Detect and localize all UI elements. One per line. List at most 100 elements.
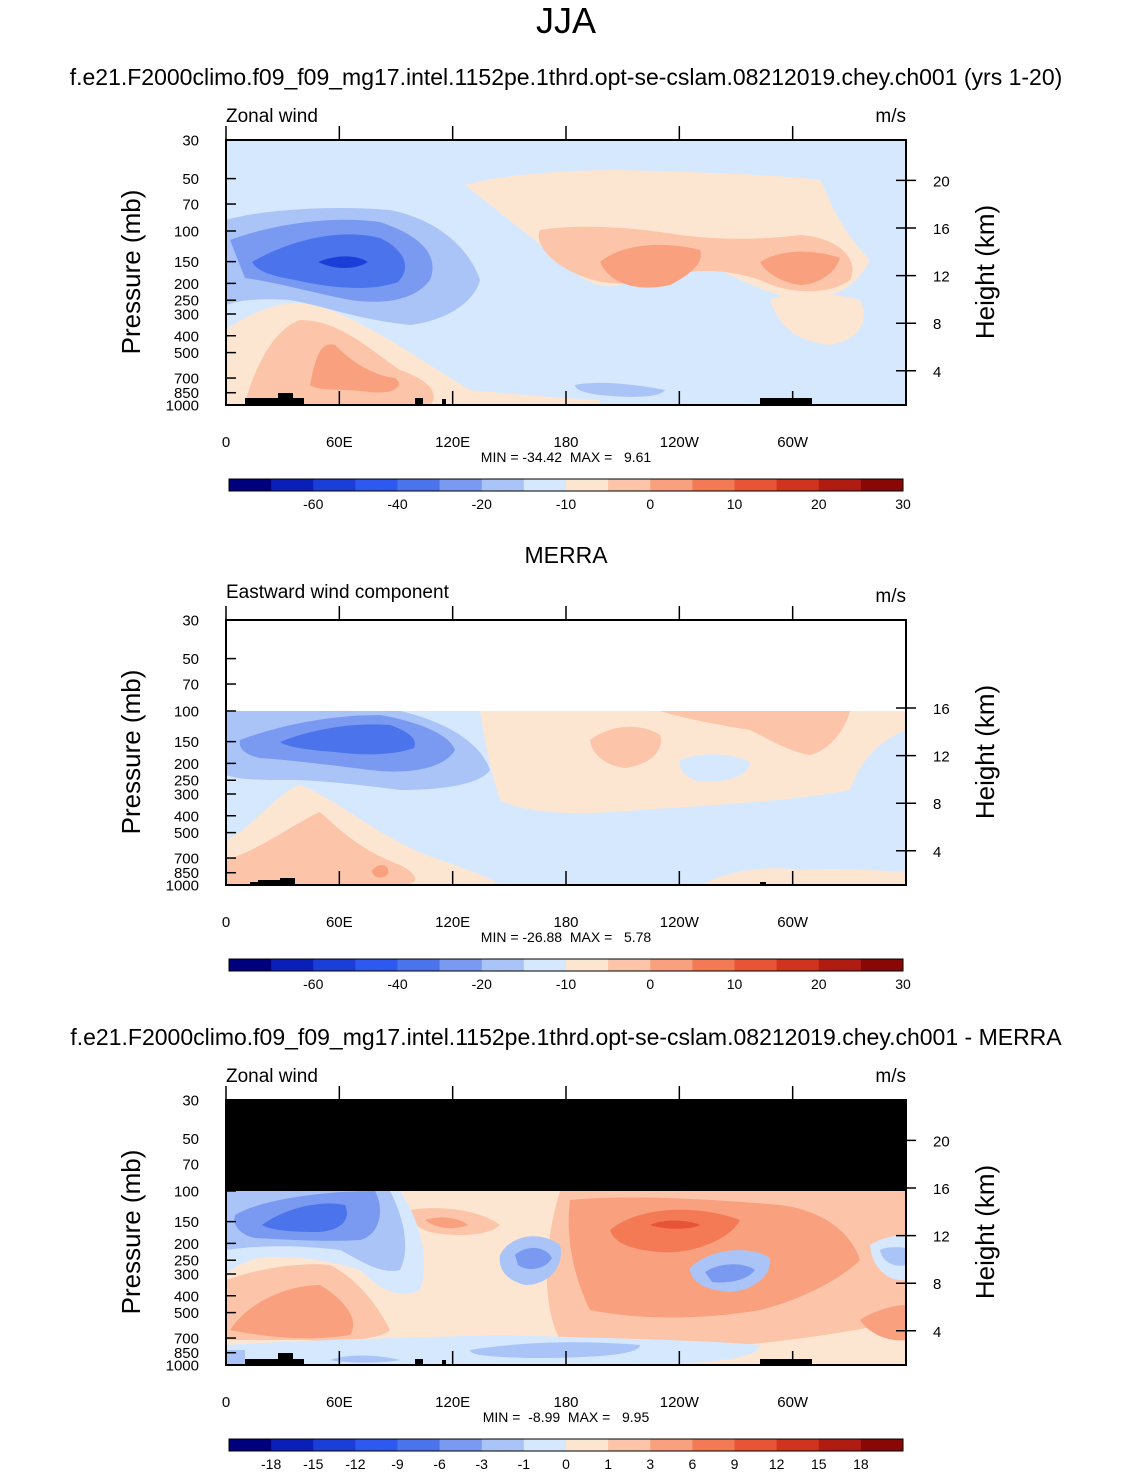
stats-label: MIN = -8.99 MAX = 9.95 xyxy=(483,1409,650,1425)
y-tick-label: 30 xyxy=(182,1093,199,1110)
y-tick-label: 30 xyxy=(182,133,199,150)
stats-label: MIN = -26.88 MAX = 5.78 xyxy=(481,929,652,945)
colorbar-swatch xyxy=(818,1439,862,1451)
y-axis-label: Pressure (mb) xyxy=(116,1150,146,1315)
x-tick-label: 120W xyxy=(660,434,700,451)
y-right-tick-label: 4 xyxy=(933,364,941,381)
y-axis-right-label: Height (km) xyxy=(970,205,1000,339)
y-tick-label: 700 xyxy=(174,1331,199,1348)
colorbar-swatch xyxy=(608,1439,651,1451)
colorbar-swatch xyxy=(229,959,272,971)
y-tick-label: 250 xyxy=(174,1253,199,1270)
contour-field xyxy=(226,620,906,885)
colorbar-swatch xyxy=(776,959,820,971)
colorbar-swatch xyxy=(608,479,651,491)
y-right-tick-label: 16 xyxy=(933,221,950,238)
units-label: m/s xyxy=(875,586,906,607)
colorbar-swatch xyxy=(734,1439,778,1451)
colorbar-label: -18 xyxy=(261,1456,281,1472)
x-tick-label: 180 xyxy=(553,914,578,931)
y-tick-label: 150 xyxy=(174,734,199,751)
colorbar-swatch xyxy=(566,959,609,971)
x-tick-label: 0 xyxy=(222,434,230,451)
colorbar-label: 9 xyxy=(731,1456,739,1472)
y-tick-label: 150 xyxy=(174,1214,199,1231)
colorbar-label: -6 xyxy=(433,1456,446,1472)
colorbar-label: -12 xyxy=(345,1456,365,1472)
y-right-tick-label: 20 xyxy=(933,173,950,190)
y-tick-label: 850 xyxy=(174,1345,199,1362)
y-tick-label: 1000 xyxy=(166,878,199,895)
colorbar-swatch xyxy=(692,959,735,971)
colorbar-swatch xyxy=(523,1439,567,1451)
y-axis-right-label: Height (km) xyxy=(970,1165,1000,1299)
colorbar-swatch xyxy=(734,959,778,971)
x-tick-label: 0 xyxy=(222,1394,230,1411)
colorbar-swatch xyxy=(355,1439,398,1451)
y-right-tick-label: 8 xyxy=(933,796,941,813)
x-tick-label: 120W xyxy=(660,914,700,931)
x-tick-label: 0 xyxy=(222,914,230,931)
x-tick-label: 120W xyxy=(660,1394,700,1411)
colorbar-label: -60 xyxy=(303,496,323,512)
panel-difference: f.e21.F2000climo.f09_f09_mg17.intel.1152… xyxy=(70,1024,1062,1472)
colorbar-swatch xyxy=(355,959,398,971)
x-tick-label: 180 xyxy=(553,434,578,451)
y-tick-label: 400 xyxy=(174,328,199,345)
colorbar-swatch xyxy=(776,1439,820,1451)
y-tick-label: 700 xyxy=(174,371,199,388)
x-tick-label: 60E xyxy=(326,1394,353,1411)
y-tick-label: 70 xyxy=(182,1157,199,1174)
x-tick-label: 120E xyxy=(435,434,470,451)
y-tick-label: 1000 xyxy=(166,398,199,415)
y-tick-label: 250 xyxy=(174,773,199,790)
colorbar-swatch xyxy=(439,959,483,971)
colorbar-label: 1 xyxy=(604,1456,612,1472)
y-axis-label: Pressure (mb) xyxy=(116,670,146,835)
y-axis-label: Pressure (mb) xyxy=(116,190,146,355)
y-tick-label: 500 xyxy=(174,825,199,842)
colorbar-label: 12 xyxy=(769,1456,785,1472)
colorbar-swatch xyxy=(818,479,862,491)
y-tick-label: 50 xyxy=(182,171,199,188)
y-right-tick-label: 8 xyxy=(933,316,941,333)
units-label: m/s xyxy=(875,1066,906,1087)
colorbar-label: -60 xyxy=(303,976,323,992)
y-tick-label: 400 xyxy=(174,1288,199,1305)
panel-title: MERRA xyxy=(524,542,608,568)
colorbar-swatch xyxy=(229,479,272,491)
y-tick-label: 400 xyxy=(174,808,199,825)
colorbar-label: 3 xyxy=(646,1456,654,1472)
colorbar-swatch xyxy=(566,479,609,491)
y-tick-label: 100 xyxy=(174,223,199,240)
colorbar-label: 0 xyxy=(646,496,654,512)
x-axis: 0 60E 120E 180 120W 60W xyxy=(222,126,809,451)
colorbar-swatch xyxy=(692,1439,735,1451)
x-axis: 0 60E 120E 180 120W 60W xyxy=(222,1086,809,1411)
y-right-tick-label: 16 xyxy=(933,701,950,718)
colorbar-frame xyxy=(228,958,904,972)
colorbar-label: 18 xyxy=(853,1456,869,1472)
colorbar-label: -40 xyxy=(387,976,407,992)
colorbar-swatch xyxy=(229,1439,272,1451)
x-tick-label: 180 xyxy=(553,1394,578,1411)
y-right-tick-label: 8 xyxy=(933,1276,941,1293)
x-tick-label: 60W xyxy=(777,914,809,931)
figure-title: JJA xyxy=(536,0,596,41)
colorbar-swatch xyxy=(397,1439,441,1451)
y-tick-label: 30 xyxy=(182,613,199,630)
colorbar-swatch xyxy=(313,1439,356,1451)
x-tick-label: 120E xyxy=(435,914,470,931)
y-tick-label: 50 xyxy=(182,1131,199,1148)
colorbar-label: -20 xyxy=(472,496,492,512)
colorbar-label: -3 xyxy=(476,1456,489,1472)
colorbar-label: 10 xyxy=(727,976,743,992)
colorbar-label: 0 xyxy=(646,976,654,992)
colorbar-label: -10 xyxy=(556,976,576,992)
colorbar-label: -1 xyxy=(518,1456,531,1472)
x-tick-label: 60W xyxy=(777,1394,809,1411)
y-tick-label: 1000 xyxy=(166,1358,199,1375)
y-right-tick-label: 12 xyxy=(933,749,950,766)
y-tick-label: 500 xyxy=(174,345,199,362)
